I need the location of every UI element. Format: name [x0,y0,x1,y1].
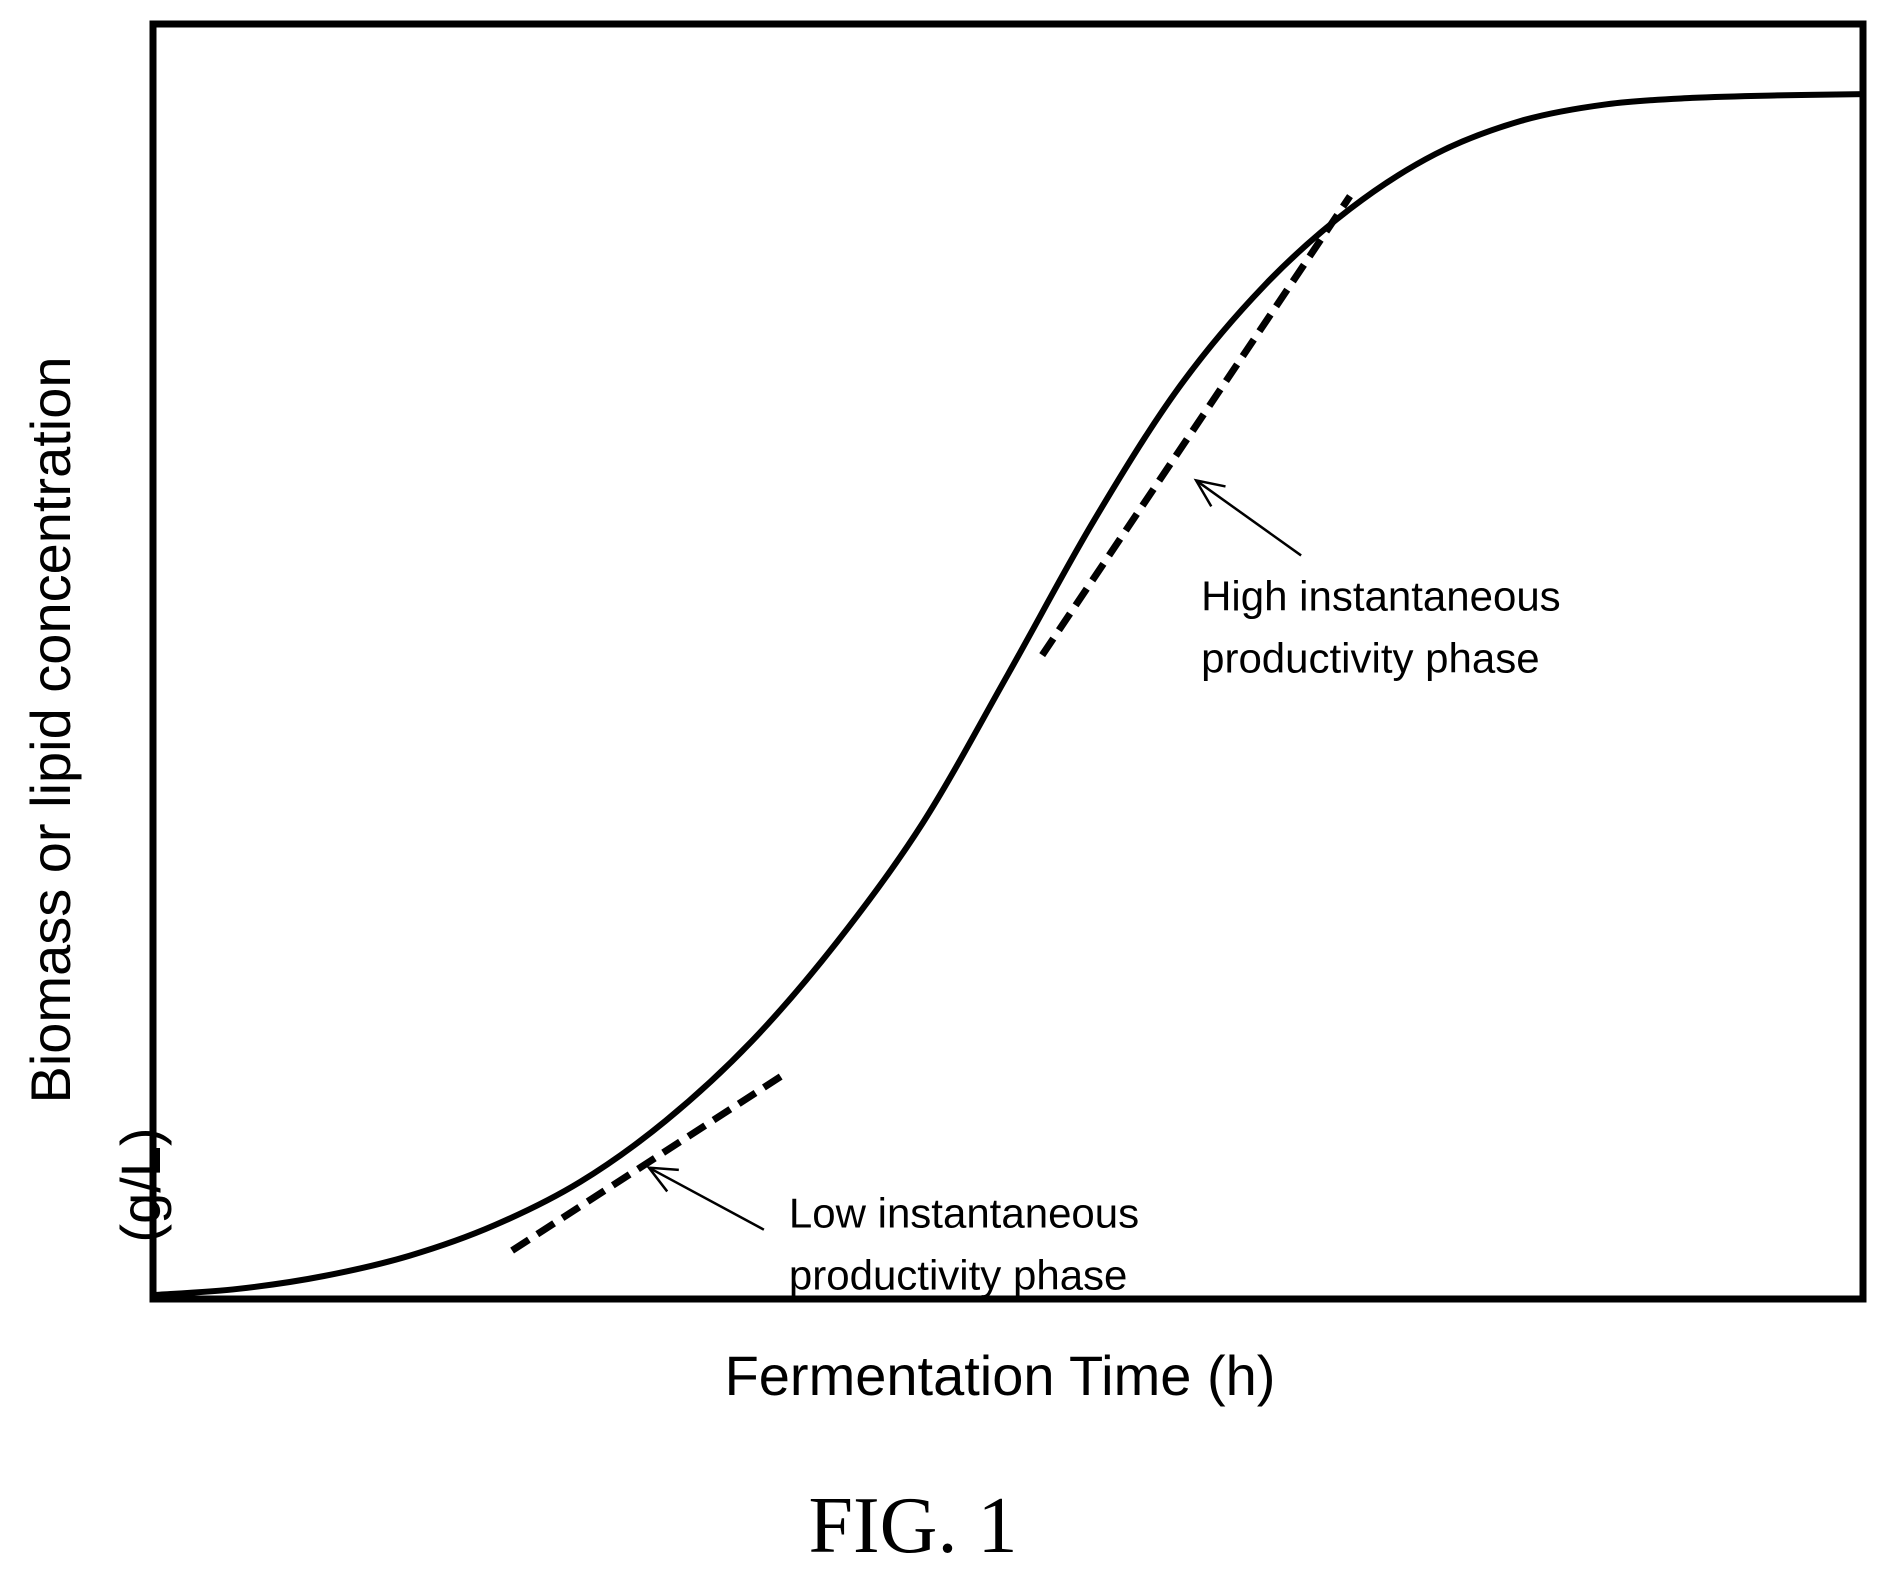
low-productivity-label-line-1: Low instantaneous [789,1190,1139,1237]
y-axis-label-line-1: Biomass or lipid concentration [19,356,82,1103]
y-axis-label: Biomass or lipid concentration (g/L) [19,356,172,1242]
plot-frame [149,20,1867,1303]
low-productivity-arrowhead-icon [646,1166,679,1193]
high-productivity-arrow [1195,479,1302,557]
x-axis-label: Fermentation Time (h) [725,1344,1276,1407]
low-productivity-label-line-2: productivity phase [789,1252,1128,1299]
tangent-lines [510,194,1353,1254]
growth-curve-series [150,91,1866,1299]
low-productivity-annotation: Low instantaneous productivity phase [646,1166,1139,1299]
high-productivity-arrowhead-icon [1193,478,1226,507]
high-productivity-tangent-line [1039,194,1353,658]
low-productivity-arrow [648,1166,765,1231]
high-productivity-label-line-1: High instantaneous [1201,572,1561,619]
high-productivity-annotation: High instantaneous productivity phase [1193,478,1561,681]
y-axis-label-line-2: (g/L) [109,1127,172,1242]
high-productivity-label-line-2: productivity phase [1201,634,1540,681]
figure-caption: FIG. 1 [809,1482,1018,1570]
low-productivity-tangent-line [510,1070,788,1254]
growth-curve-line [150,91,1866,1299]
